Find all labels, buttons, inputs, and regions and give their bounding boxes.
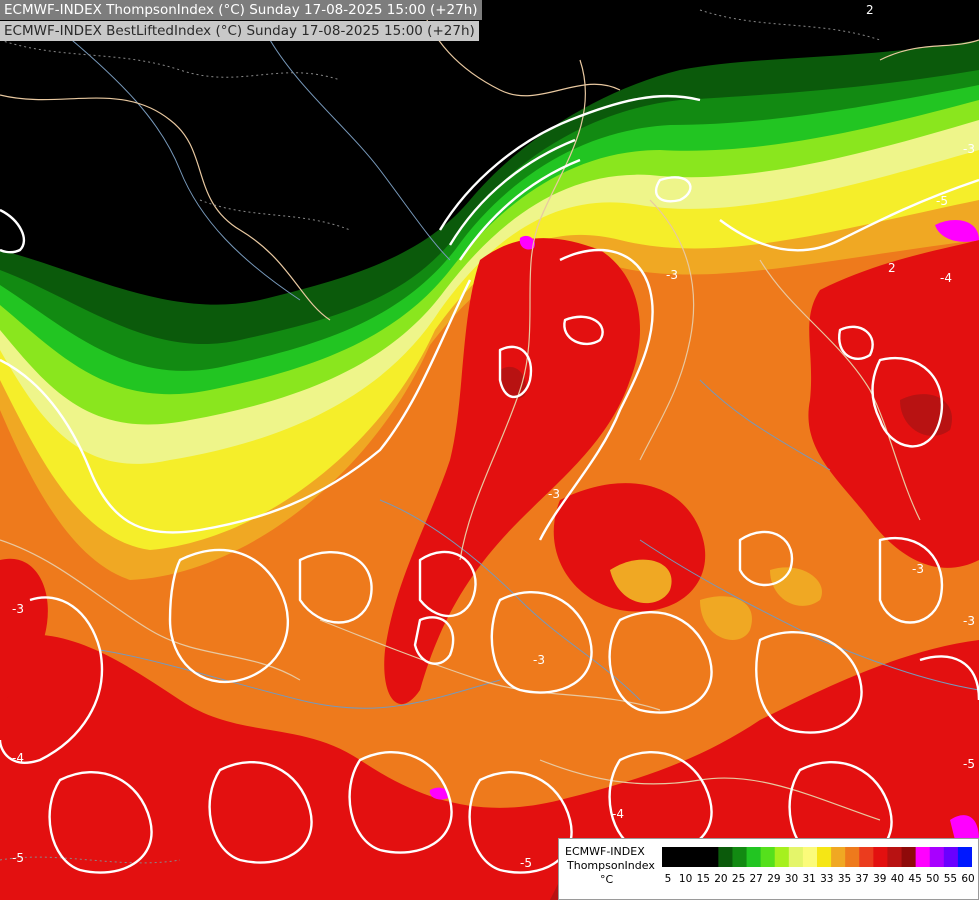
legend-tick-label: 35: [837, 873, 852, 885]
contour-label: 2: [888, 261, 896, 275]
contour-label: -5: [12, 851, 24, 865]
country-borders: [0, 0, 979, 821]
legend-swatch: [718, 847, 733, 867]
legend-tick-label: 45: [908, 873, 922, 885]
legend-swatch: [662, 847, 677, 867]
legend-color-bar: [662, 847, 972, 867]
legend-swatch: [704, 847, 719, 867]
legend-swatch: [957, 847, 972, 867]
legend-tick-label: 27: [749, 873, 763, 885]
field-light-orange-patch-2: [700, 596, 752, 640]
legend-tick-labels: 5 10 15 20 25 27 29 30 31 33 35 37 39 40 45 50 55 60: [662, 873, 975, 887]
dotted-boundaries: [0, 9, 881, 864]
legend-swatch: [676, 847, 691, 867]
contour-label: -5: [936, 194, 948, 208]
field-magenta-spot-1: [519, 235, 535, 250]
legend-tick-label: 15: [696, 873, 710, 885]
contour-label: -5: [520, 856, 532, 870]
contour-label: -4: [940, 271, 952, 285]
legend-tick-label: 29: [767, 873, 781, 885]
contour-label: -5: [963, 757, 975, 771]
map-title-thompson-index: ECMWF-INDEX ThompsonIndex (°C) Sunday 17…: [0, 0, 482, 20]
contour-label: -3: [533, 653, 545, 667]
legend-swatch: [887, 847, 903, 867]
lifted-index-contours: [0, 94, 979, 874]
contour-labels: -3 -3 -3 -3 -4 -5 -5 -4 -3 -3 -3 2 2 -4 …: [12, 3, 975, 870]
legend-swatch: [943, 847, 959, 867]
contour-label: -3: [666, 268, 678, 282]
legend-subtitle: ThompsonIndex: [567, 859, 655, 872]
legend-tick-label: 25: [731, 873, 746, 885]
rivers: [59, 29, 979, 709]
legend-swatch: [690, 847, 705, 867]
legend-tick-label: 50: [926, 873, 940, 885]
field-magenta-spot-2: [935, 220, 979, 242]
legend-title: ECMWF-INDEX: [565, 845, 645, 858]
contour-label: -4: [612, 807, 624, 821]
legend-tick-label: 60: [961, 873, 975, 885]
legend-tick-label: 33: [820, 873, 834, 885]
legend-swatch: [732, 847, 748, 867]
contour-label: -3: [548, 487, 560, 501]
field-light-orange-patch-3: [770, 567, 822, 606]
field-light-orange-patch-1: [610, 559, 672, 604]
legend-swatch: [817, 847, 832, 867]
legend-swatch: [788, 847, 804, 867]
legend-tick-label: 55: [943, 873, 958, 885]
legend-tick-label: 39: [873, 873, 887, 885]
contour-label: -3: [912, 562, 924, 576]
legend-tick-label: 37: [855, 873, 869, 885]
legend-unit: °C: [600, 873, 614, 886]
color-legend: ECMWF-INDEX ThompsonIndex °C 5 10 15 20 25 27…: [558, 838, 979, 900]
contour-label: -3: [12, 602, 24, 616]
legend-tick-label: 30: [784, 873, 799, 885]
legend-swatch: [859, 847, 874, 867]
legend-swatch: [929, 847, 945, 867]
field-red-west: [0, 558, 48, 700]
map-title-best-lifted-index: ECMWF-INDEX BestLiftedIndex (°C) Sunday …: [0, 21, 479, 41]
contour-label: -3: [963, 614, 975, 628]
field-magenta-spot-4: [950, 815, 979, 840]
legend-swatch: [746, 847, 762, 867]
contour-label: -3: [963, 142, 975, 156]
legend-swatch: [845, 847, 860, 867]
field-red-south: [0, 634, 979, 900]
contour-label: 2: [866, 3, 874, 17]
legend-swatch: [873, 847, 888, 867]
legend-swatch: [760, 847, 776, 867]
legend-tick-label: 5: [664, 873, 672, 885]
legend-swatch: [774, 847, 790, 867]
field-magenta-spot-3: [429, 787, 449, 800]
legend-swatch: [831, 847, 846, 867]
contour-label: -4: [12, 751, 24, 765]
legend-swatch: [901, 847, 917, 867]
field-red-central: [384, 238, 640, 705]
legend-swatch: [915, 847, 931, 867]
field-red-east: [808, 240, 979, 568]
legend-tick-label: 10: [678, 873, 693, 885]
legend-tick-label: 40: [890, 873, 905, 885]
legend-tick-label: 20: [714, 873, 728, 885]
legend-tick-label: 31: [802, 873, 816, 885]
legend-swatch: [802, 847, 818, 867]
